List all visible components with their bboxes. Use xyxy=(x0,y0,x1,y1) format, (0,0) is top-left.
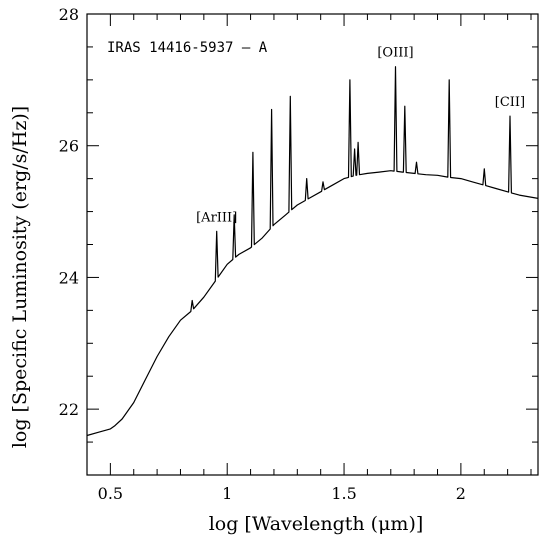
emission-line-label: [OIII] xyxy=(377,46,413,61)
plot-frame xyxy=(86,13,539,476)
x-tick-label: 2 xyxy=(456,484,466,503)
x-tick-label: 1.5 xyxy=(331,484,356,503)
x-axis-title: log [Wavelength (μm)] xyxy=(209,513,424,535)
plot-border xyxy=(86,13,539,476)
y-tick-label: 24 xyxy=(59,268,79,287)
emission-line-labels: [ArIII] [OIII] [CII] xyxy=(196,46,525,226)
x-tick-label: 0.5 xyxy=(98,484,123,503)
y-tick-label: 22 xyxy=(59,400,79,419)
y-tick-label: 28 xyxy=(59,5,79,24)
emission-line-label: [CII] xyxy=(495,95,525,110)
object-annotation: IRAS 14416-5937 – A xyxy=(107,40,268,56)
x-tick-label: 1 xyxy=(222,484,232,503)
y-axis-title: log [Specific Luminosity (erg/s/Hz)] xyxy=(9,106,31,448)
y-tick-label: 26 xyxy=(59,137,79,156)
axis-ticks xyxy=(86,13,538,476)
emission-line-label: [ArIII] xyxy=(196,210,237,225)
spectrum-line xyxy=(86,66,539,437)
